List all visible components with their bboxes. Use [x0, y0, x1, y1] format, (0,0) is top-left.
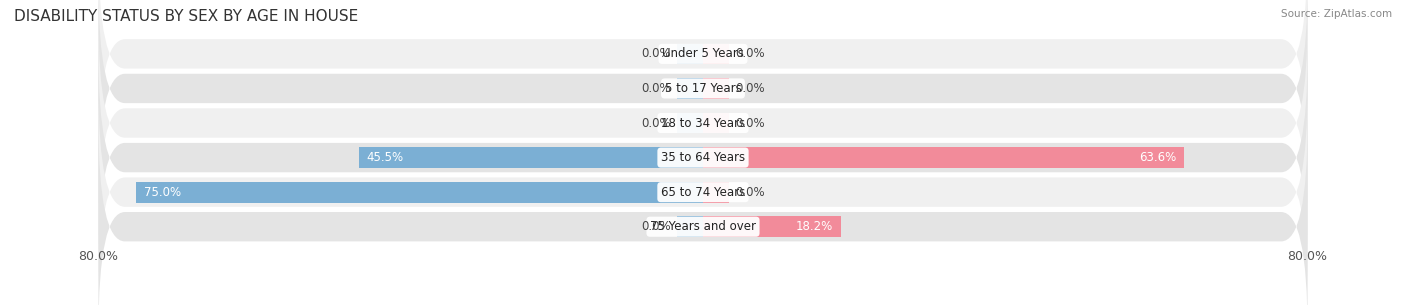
- Bar: [703, 147, 1184, 168]
- Text: 0.0%: 0.0%: [641, 220, 671, 233]
- Text: 0.0%: 0.0%: [641, 82, 671, 95]
- Text: 18.2%: 18.2%: [796, 220, 832, 233]
- Text: Source: ZipAtlas.com: Source: ZipAtlas.com: [1281, 9, 1392, 19]
- Text: 75.0%: 75.0%: [143, 186, 181, 199]
- FancyBboxPatch shape: [98, 17, 1308, 229]
- Bar: [136, 182, 703, 203]
- FancyBboxPatch shape: [98, 86, 1308, 298]
- Text: DISABILITY STATUS BY SEX BY AGE IN HOUSE: DISABILITY STATUS BY SEX BY AGE IN HOUSE: [14, 9, 359, 24]
- Text: Under 5 Years: Under 5 Years: [662, 47, 744, 60]
- Bar: [703, 182, 730, 203]
- FancyBboxPatch shape: [98, 0, 1308, 160]
- Text: 45.5%: 45.5%: [367, 151, 404, 164]
- Text: 0.0%: 0.0%: [735, 47, 765, 60]
- Text: 0.0%: 0.0%: [735, 117, 765, 130]
- Bar: [676, 113, 703, 133]
- Text: 0.0%: 0.0%: [641, 47, 671, 60]
- Text: 18 to 34 Years: 18 to 34 Years: [661, 117, 745, 130]
- Bar: [703, 216, 841, 237]
- Bar: [359, 147, 703, 168]
- Text: 63.6%: 63.6%: [1139, 151, 1175, 164]
- FancyBboxPatch shape: [98, 0, 1308, 195]
- Bar: [703, 113, 730, 133]
- Text: 5 to 17 Years: 5 to 17 Years: [665, 82, 741, 95]
- Bar: [703, 78, 730, 99]
- Text: 65 to 74 Years: 65 to 74 Years: [661, 186, 745, 199]
- Bar: [703, 44, 730, 64]
- Text: 0.0%: 0.0%: [641, 117, 671, 130]
- Text: 0.0%: 0.0%: [735, 82, 765, 95]
- FancyBboxPatch shape: [98, 51, 1308, 264]
- Bar: [676, 216, 703, 237]
- Text: 35 to 64 Years: 35 to 64 Years: [661, 151, 745, 164]
- Text: 75 Years and over: 75 Years and over: [650, 220, 756, 233]
- FancyBboxPatch shape: [98, 120, 1308, 305]
- Bar: [676, 44, 703, 64]
- Bar: [676, 78, 703, 99]
- Text: 0.0%: 0.0%: [735, 186, 765, 199]
